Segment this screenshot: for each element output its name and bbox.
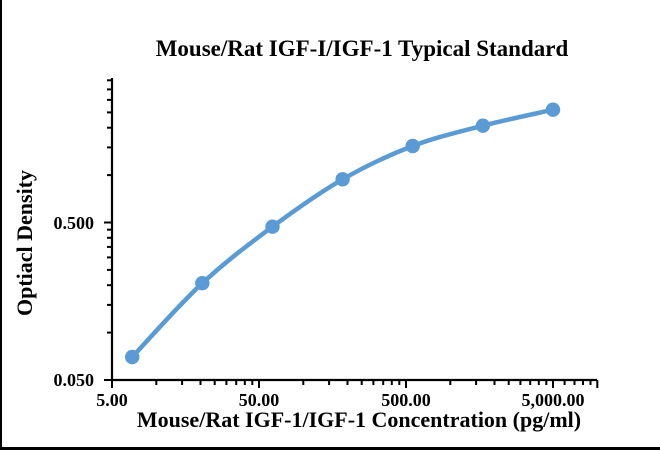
image-bottom-border bbox=[0, 447, 660, 450]
x-axis-tick-label: 500.00 bbox=[381, 390, 431, 410]
x-axis-tick-label: 5,000.00 bbox=[521, 390, 585, 410]
data-point-marker bbox=[195, 276, 210, 291]
y-axis-tick-label: 0.500 bbox=[53, 212, 95, 233]
chart-title: Mouse/Rat IGF-I/IGF-1 Typical Standard bbox=[155, 36, 569, 61]
data-point-marker bbox=[265, 219, 280, 234]
data-point-marker bbox=[545, 102, 561, 117]
x-axis-title: Mouse/Rat IGF-1/IGF-1 Concentration (pg/… bbox=[136, 407, 582, 432]
y-axis-tick-label: 0.050 bbox=[53, 370, 95, 390]
data-point-marker bbox=[405, 138, 420, 154]
x-axis-tick-label: 50.00 bbox=[238, 390, 280, 410]
axis-lines bbox=[110, 78, 597, 382]
data-point-marker bbox=[335, 172, 350, 187]
data-point-marker bbox=[125, 349, 140, 365]
data-point-marker bbox=[475, 118, 491, 133]
x-axis-tick-label: 5.00 bbox=[96, 390, 128, 410]
standard-curve-line bbox=[129, 107, 556, 360]
image-left-border bbox=[0, 0, 2, 450]
